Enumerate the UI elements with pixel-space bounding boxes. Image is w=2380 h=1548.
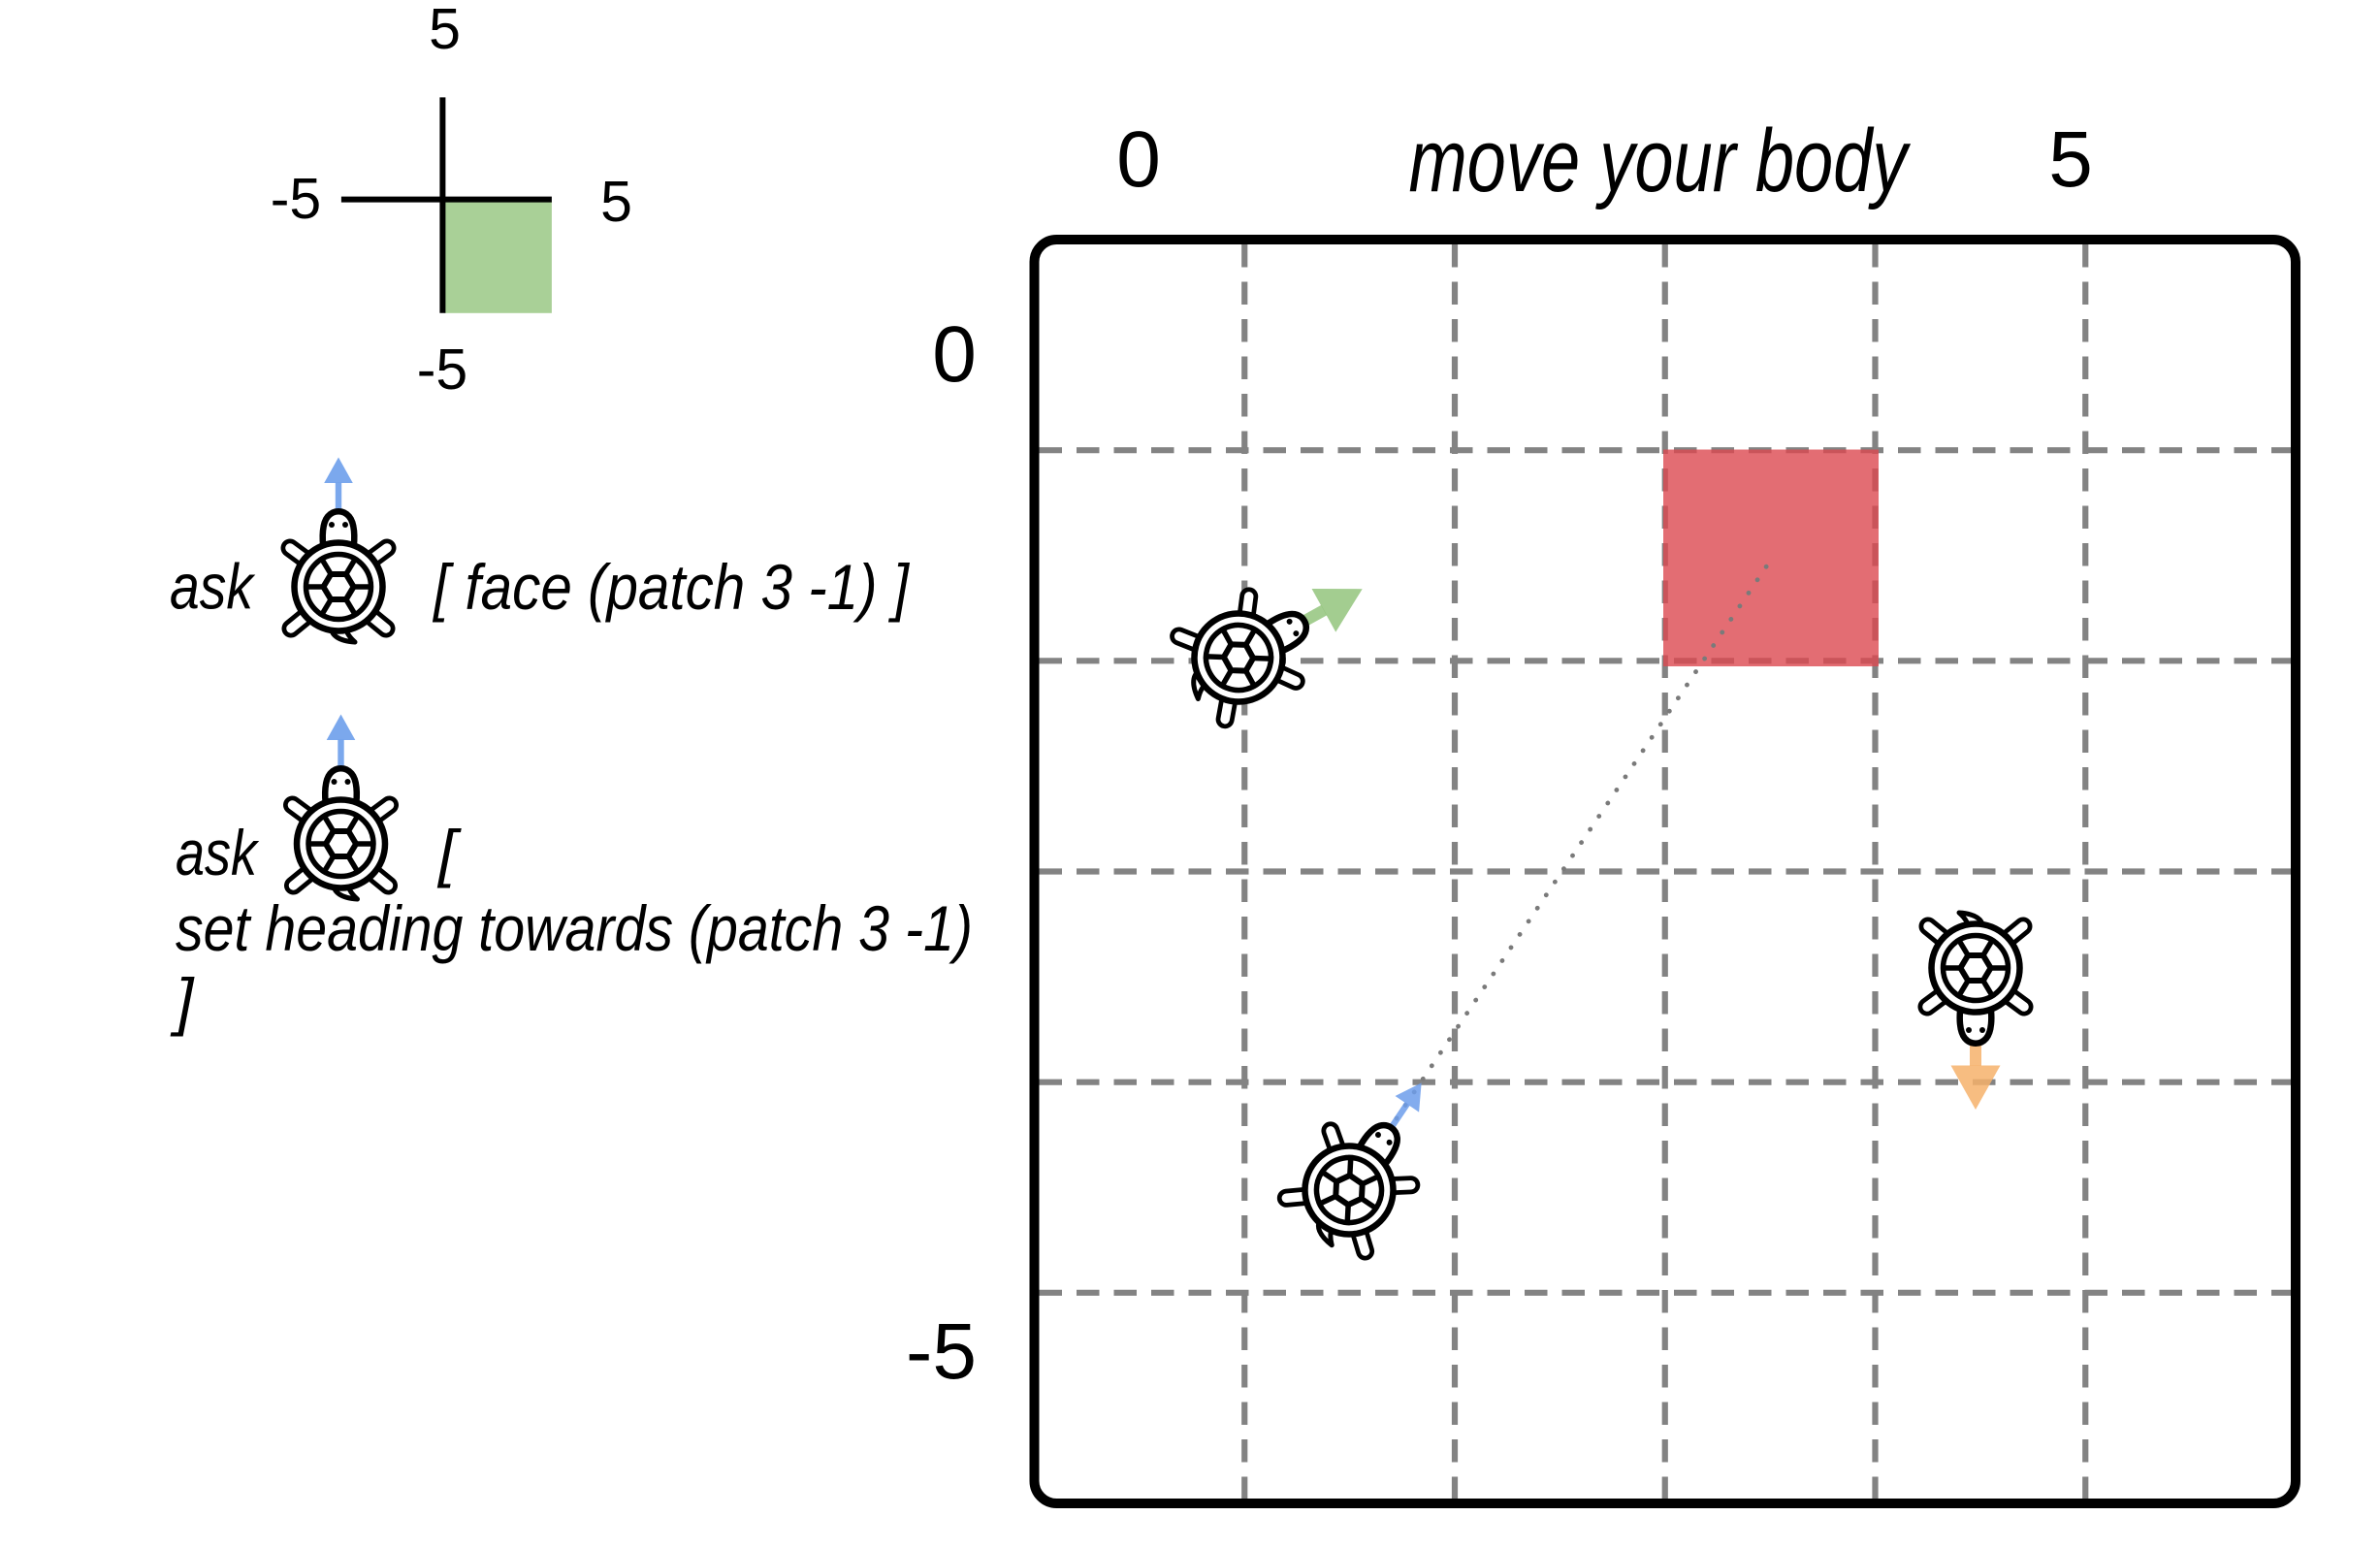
svg-text:-5: -5 [417,338,467,402]
svg-text:ask: ask [176,817,259,888]
svg-text:0: 0 [932,310,977,399]
svg-text:5: 5 [2048,115,2093,204]
svg-text:set heading towards (patch 3 -: set heading towards (patch 3 -1) [176,892,973,964]
svg-text:5: 5 [600,170,632,234]
svg-text:5: 5 [429,0,461,61]
svg-text:-5: -5 [271,167,321,231]
svg-text:[ face (patch 3 -1) ]: [ face (patch 3 -1) ] [432,551,910,623]
svg-text:]: ] [170,965,195,1037]
svg-text:0: 0 [1116,115,1161,204]
svg-text:[: [ [436,817,462,888]
svg-text:ask: ask [170,551,256,623]
svg-text:-5: -5 [906,1307,977,1396]
svg-text:move your body: move your body [1409,112,1912,210]
